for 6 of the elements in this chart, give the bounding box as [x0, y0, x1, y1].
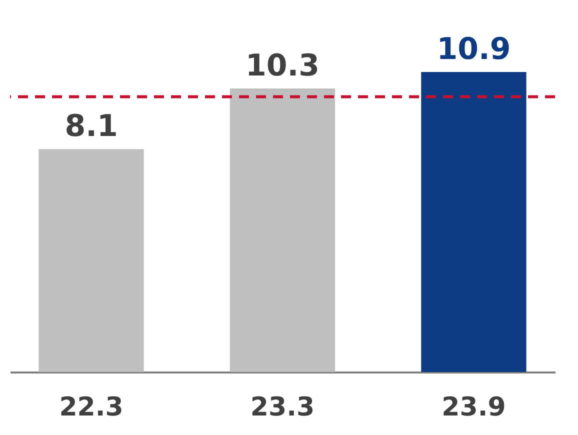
- data-label: 8.1: [64, 109, 118, 144]
- x-tick-label: 22.3: [59, 392, 124, 422]
- data-label: 10.9: [436, 32, 511, 67]
- x-tick-label: 23.9: [442, 392, 506, 422]
- x-tick-label: 23.3: [250, 392, 315, 422]
- data-label: 10.3: [245, 48, 320, 84]
